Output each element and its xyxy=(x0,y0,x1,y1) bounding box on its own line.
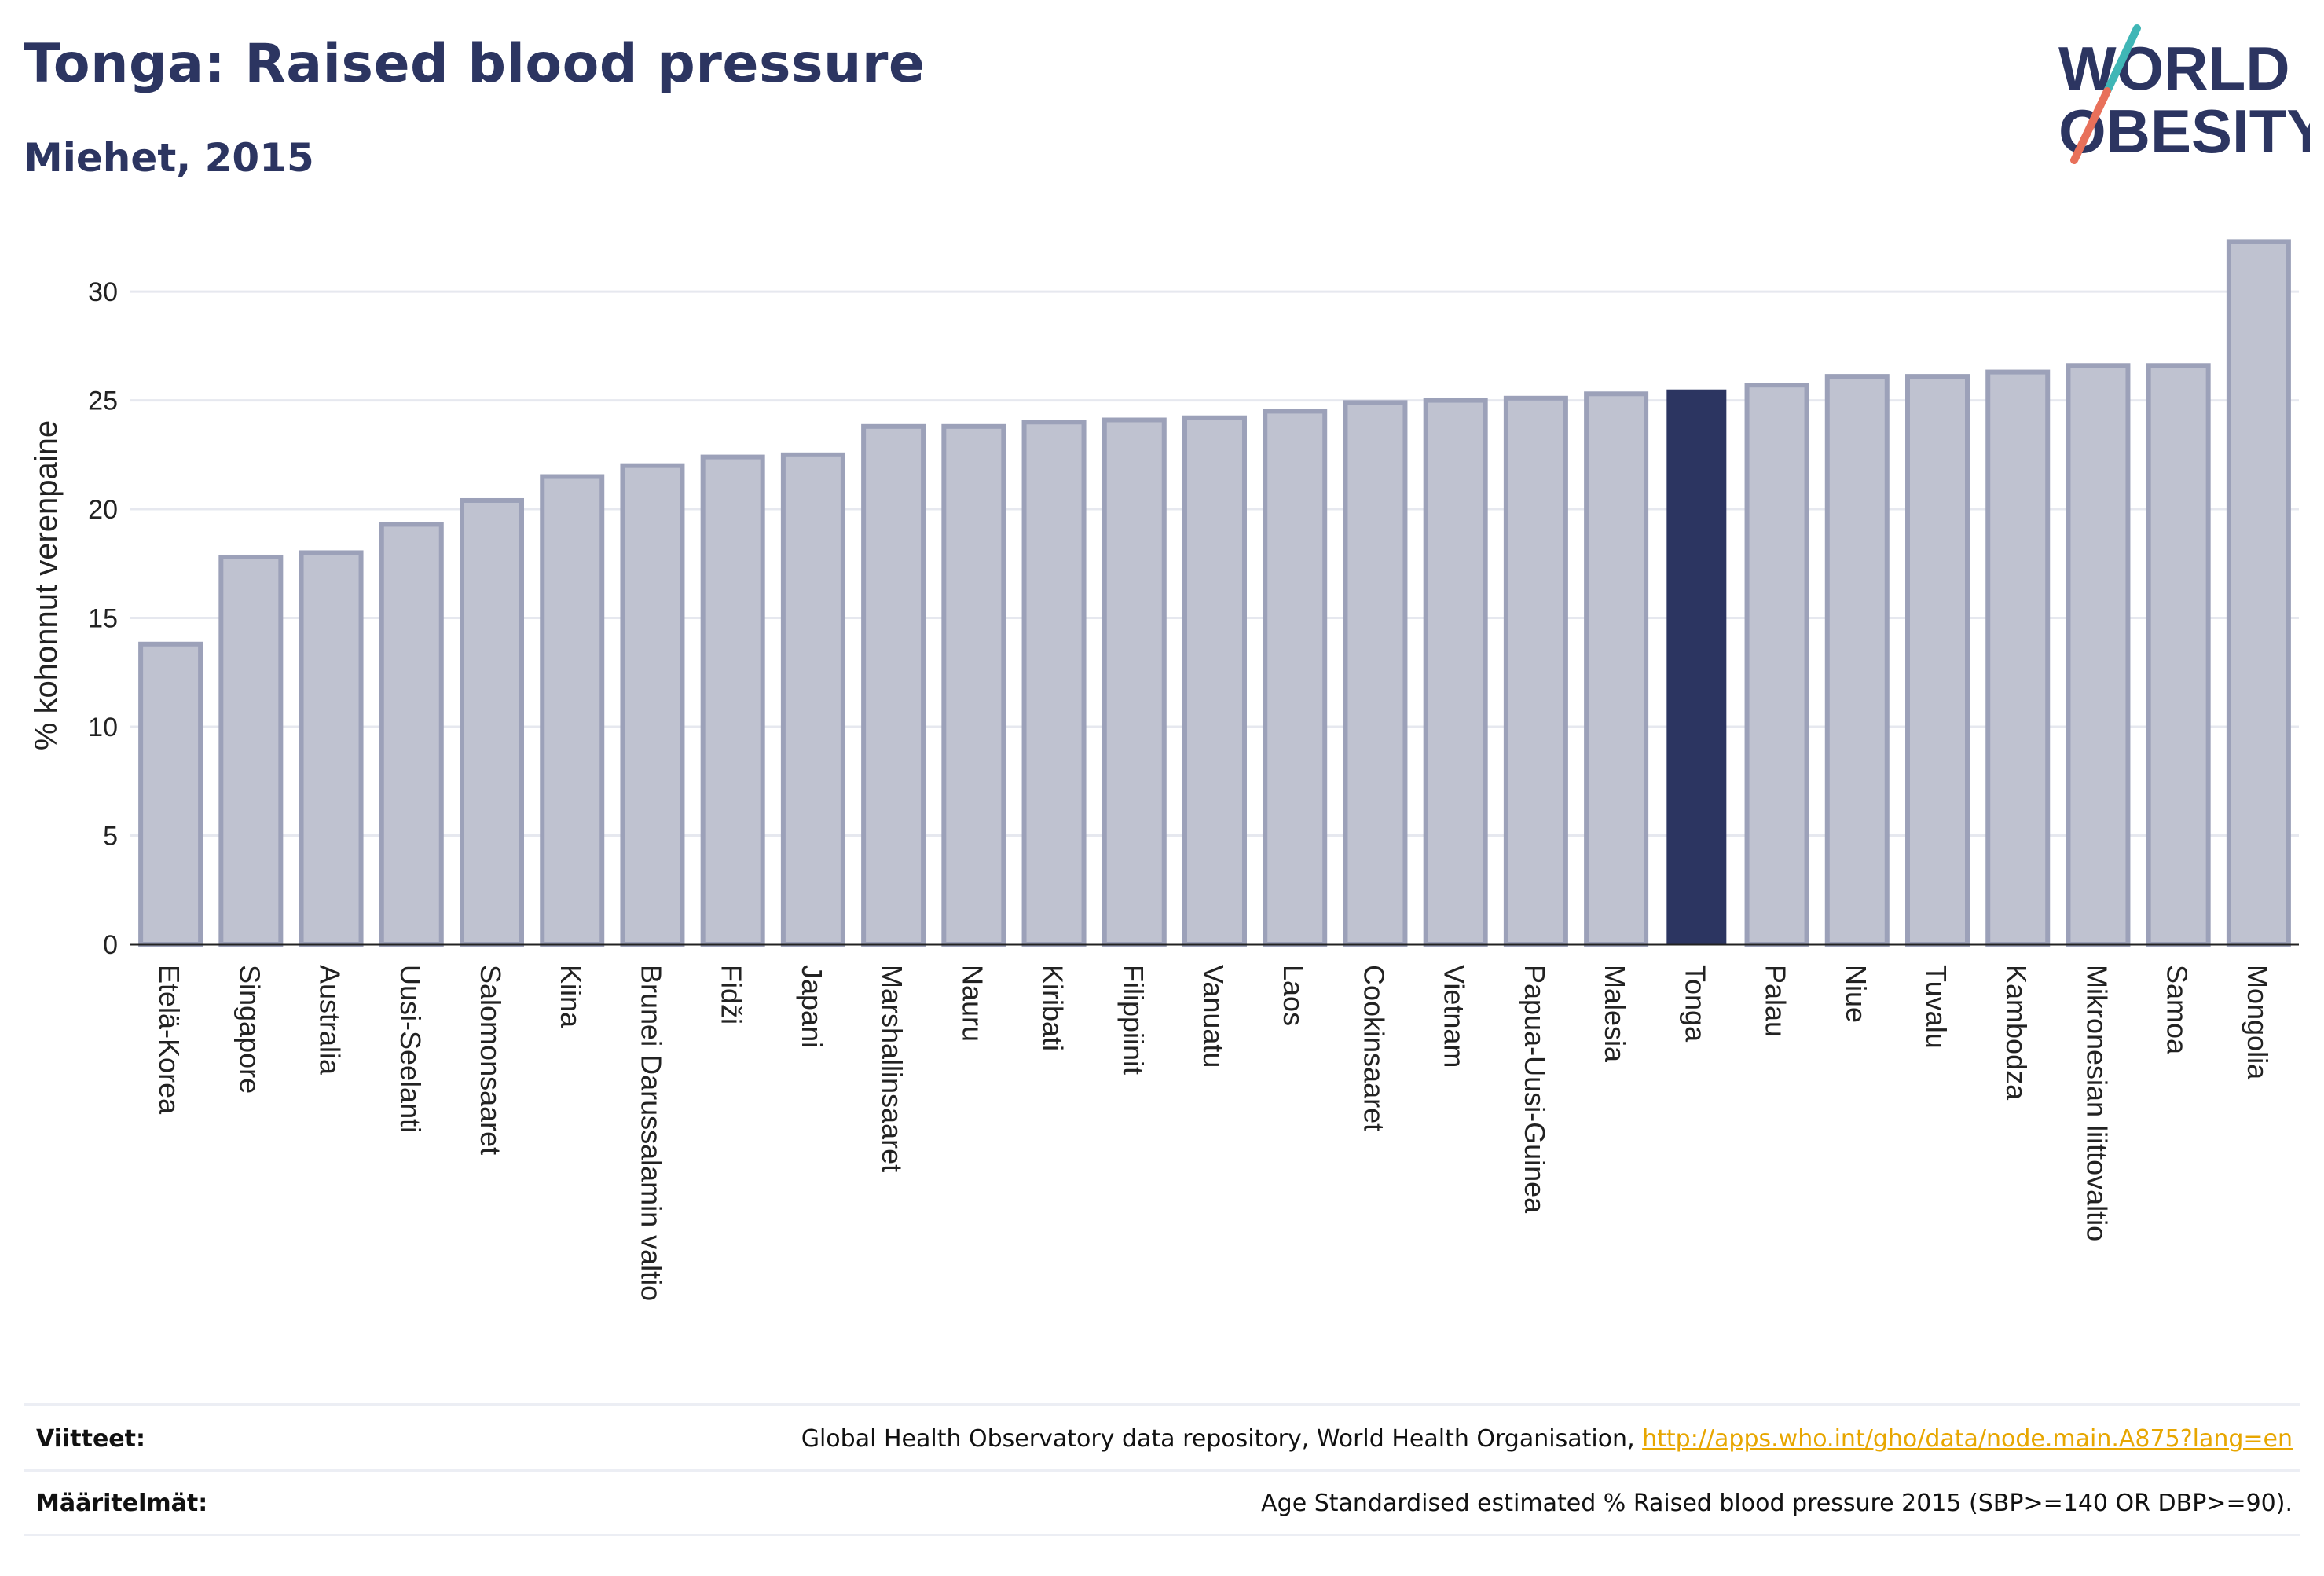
bar xyxy=(861,423,926,947)
bar xyxy=(2226,239,2291,947)
x-tick-label: Malesia xyxy=(1599,965,1631,1063)
sources-link[interactable]: http://apps.who.int/gho/data/node.main.A… xyxy=(1642,1425,2293,1453)
bar xyxy=(1182,415,1247,947)
x-tick-label: Papua-Uusi-Guinea xyxy=(1519,965,1551,1214)
x-tick-label: Kiina xyxy=(555,965,587,1028)
bar xyxy=(218,554,284,947)
x-tick-label: Singapore xyxy=(233,965,266,1094)
logo-line1: WORLD xyxy=(2058,34,2290,103)
footer-divider-bottom xyxy=(24,1534,2300,1536)
world-obesity-logo: WORLD OBESITY xyxy=(2058,24,2310,166)
bar xyxy=(780,452,845,947)
y-tick-label: 30 xyxy=(88,277,118,307)
x-tick-label: Nauru xyxy=(956,965,988,1042)
bar xyxy=(299,550,364,947)
bar xyxy=(1824,374,1890,947)
bar xyxy=(1905,374,1970,947)
chart-title: Tonga: Raised blood pressure xyxy=(24,33,926,95)
bar xyxy=(1343,400,1408,947)
x-tick-label: Marshallinsaaret xyxy=(876,965,908,1172)
bar xyxy=(620,463,685,947)
bar xyxy=(1584,391,1649,947)
bar xyxy=(2146,363,2211,947)
y-tick-label: 20 xyxy=(88,495,118,525)
x-tick-label: Brunei Darussalamin valtio xyxy=(635,965,667,1301)
bar xyxy=(1423,398,1488,947)
footer-divider-top xyxy=(24,1403,2300,1406)
bar-chart: 0 5 10 15 20 25 30 % kohonnut verenpaine Etelä-K… xyxy=(29,239,2299,1301)
x-tick-label: Vietnam xyxy=(1439,965,1471,1068)
bar xyxy=(1985,369,2051,947)
y-tick-label: 10 xyxy=(88,713,118,742)
y-axis-title: % kohonnut verenpaine xyxy=(29,420,64,750)
x-tick-label: Vanuatu xyxy=(1197,965,1230,1068)
y-tick-label: 25 xyxy=(88,387,118,416)
bar-highlighted xyxy=(1666,389,1727,944)
sources-text: Global Health Observatory data repositor… xyxy=(801,1425,1643,1453)
x-tick-label: Etelä-Korea xyxy=(153,965,185,1115)
x-tick-label: Mikronesian liittovaltio xyxy=(2080,965,2113,1241)
x-tick-label: Fidži xyxy=(716,965,748,1024)
x-tick-label: Samoa xyxy=(2161,965,2194,1055)
x-tick-label: Mongolia xyxy=(2242,965,2274,1080)
logo-slash-bottom xyxy=(2070,87,2111,164)
x-tick-label: Salomonsaaret xyxy=(475,965,507,1155)
bar xyxy=(941,423,1006,947)
bar xyxy=(1102,417,1167,947)
x-tick-label: Cookinsaaret xyxy=(1358,965,1390,1131)
x-tick-label: Tonga xyxy=(1679,965,1711,1043)
x-tick-label: Kiribati xyxy=(1037,965,1069,1051)
logo-slash-top xyxy=(2103,24,2141,95)
x-tick-label: Australia xyxy=(314,965,346,1076)
x-tick-label: Japani xyxy=(796,965,828,1048)
bar xyxy=(460,497,524,947)
bar xyxy=(700,454,765,947)
x-tick-label: Filippiinit xyxy=(1117,965,1149,1075)
bar xyxy=(1744,383,1809,947)
x-tick-label: Tuvalu xyxy=(1920,965,1952,1049)
bar xyxy=(540,474,605,947)
y-tick-label: 0 xyxy=(103,930,118,960)
x-tick-label: Laos xyxy=(1277,965,1310,1026)
x-tick-label: Palau xyxy=(1760,965,1792,1037)
bar xyxy=(1263,409,1328,947)
definitions-label: Määritelmät: xyxy=(36,1490,208,1517)
sources-value: Global Health Observatory data repositor… xyxy=(801,1425,2293,1453)
x-tick-label: Niue xyxy=(1840,965,1872,1023)
y-tick-label: 15 xyxy=(88,604,118,634)
y-tick-label: 5 xyxy=(103,822,118,852)
bar xyxy=(379,522,444,947)
definitions-value: Age Standardised estimated % Raised bloo… xyxy=(1261,1490,2293,1517)
bar xyxy=(138,641,203,947)
bar xyxy=(1021,420,1087,947)
x-tick-label: Kambodza xyxy=(2000,965,2033,1101)
footer-divider-middle xyxy=(24,1469,2300,1472)
x-tick-label: Uusi-Seelanti xyxy=(394,965,427,1133)
chart-subtitle: Miehet, 2015 xyxy=(24,135,314,181)
bar xyxy=(2066,363,2131,947)
bar xyxy=(1503,395,1568,947)
sources-label: Viitteet: xyxy=(36,1425,145,1453)
